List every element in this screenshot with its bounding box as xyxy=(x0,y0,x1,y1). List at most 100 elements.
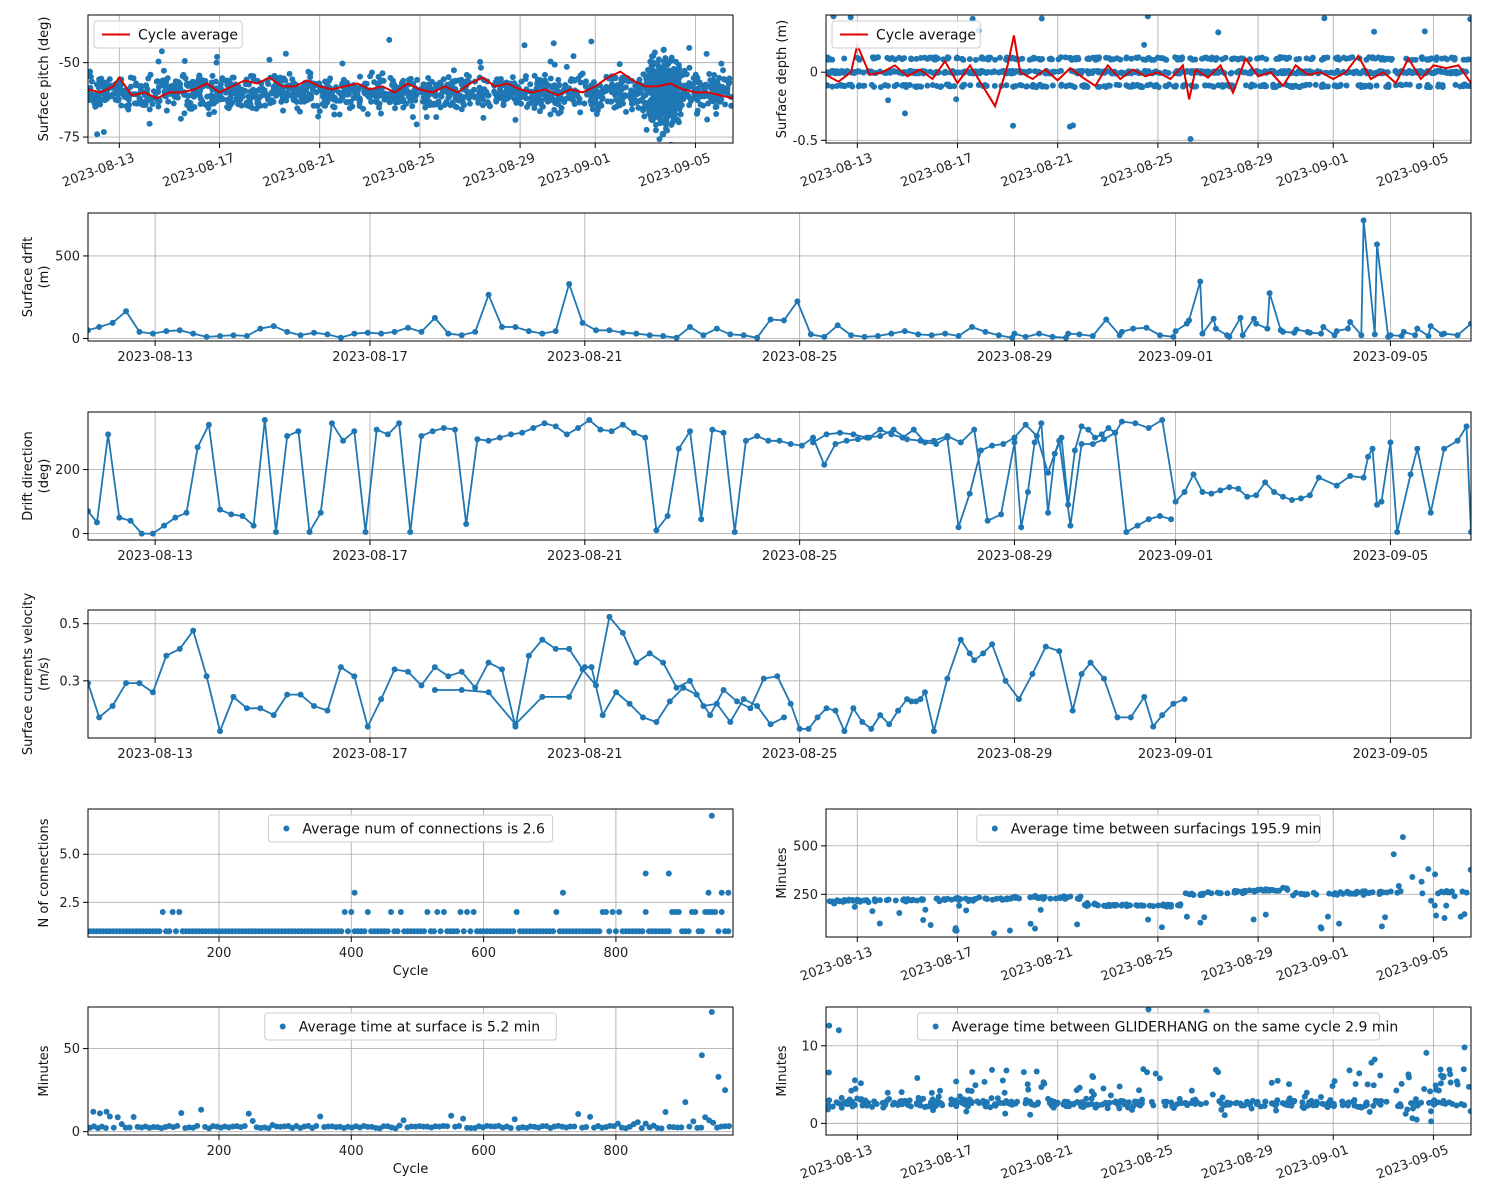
data-point xyxy=(1011,434,1018,441)
data-point xyxy=(635,104,642,111)
data-point xyxy=(1210,315,1217,322)
data-point xyxy=(1063,82,1070,89)
data-point xyxy=(1186,891,1193,898)
y-tick-label: 0.5 xyxy=(59,617,80,632)
data-point xyxy=(1448,54,1455,61)
data-point xyxy=(437,928,444,935)
x-tick-label: 2023-08-25 xyxy=(1099,151,1175,191)
data-point xyxy=(994,1095,1001,1102)
data-point xyxy=(149,100,156,107)
x-tick-label: 2023-08-29 xyxy=(977,549,1053,564)
data-point xyxy=(654,90,661,97)
data-point xyxy=(297,691,304,698)
data-point xyxy=(425,74,432,81)
data-point xyxy=(1373,82,1380,89)
data-point xyxy=(364,908,371,915)
data-point xyxy=(1451,70,1458,77)
data-point xyxy=(225,98,232,105)
data-point xyxy=(969,15,976,22)
data-point xyxy=(534,76,541,83)
data-point xyxy=(1062,895,1069,902)
data-point xyxy=(1176,1095,1183,1102)
data-point xyxy=(322,90,329,97)
data-point xyxy=(596,928,603,935)
data-point xyxy=(341,78,348,85)
data-point xyxy=(423,113,430,120)
data-point xyxy=(984,517,991,524)
data-point xyxy=(472,328,479,335)
data-point xyxy=(661,59,668,66)
data-point xyxy=(196,88,203,95)
data-point xyxy=(1181,696,1188,703)
data-point xyxy=(214,53,221,60)
data-point xyxy=(664,513,671,519)
data-point xyxy=(1244,493,1251,500)
data-point xyxy=(1280,884,1287,891)
data-point xyxy=(890,426,897,433)
data-point xyxy=(612,96,619,103)
data-point xyxy=(1253,492,1260,499)
grid-direction xyxy=(88,412,1471,540)
data-point xyxy=(720,67,727,74)
data-point xyxy=(1047,55,1054,62)
data-point xyxy=(675,116,682,123)
data-point xyxy=(1441,330,1448,337)
data-point xyxy=(1432,1082,1439,1089)
data-point xyxy=(776,437,783,444)
data-point xyxy=(170,100,177,107)
data-point xyxy=(943,69,950,76)
data-point xyxy=(715,1073,722,1080)
data-point xyxy=(1150,723,1157,730)
data-point xyxy=(660,46,667,53)
data-point xyxy=(1254,55,1261,62)
data-point xyxy=(991,82,998,89)
data-point xyxy=(718,60,725,67)
data-point xyxy=(261,417,268,423)
data-point xyxy=(623,108,630,115)
data-point xyxy=(968,323,975,330)
data-point xyxy=(987,1104,994,1111)
data-point xyxy=(963,907,970,914)
data-point xyxy=(1371,1056,1378,1063)
data-point xyxy=(626,700,633,707)
data-point xyxy=(1382,55,1389,62)
data-point xyxy=(1087,659,1094,666)
x-tick-label: 2023-09-05 xyxy=(1375,1143,1451,1183)
data-point xyxy=(892,897,899,904)
data-point xyxy=(1397,1101,1404,1108)
data-point xyxy=(740,332,747,339)
data-point xyxy=(1024,489,1031,495)
plot-area-direction xyxy=(88,417,1471,537)
data-point xyxy=(1433,56,1440,63)
data-point xyxy=(181,110,188,117)
chart-drift: 2023-08-13 2023-08-17 2023-08-21 2023-08-25… xyxy=(21,212,1472,365)
data-point xyxy=(547,75,554,82)
data-point xyxy=(996,1099,1003,1106)
data-point xyxy=(250,522,257,529)
data-point xyxy=(1409,1105,1416,1112)
data-point xyxy=(165,98,172,105)
data-point xyxy=(472,684,479,691)
data-point xyxy=(1384,83,1391,90)
data-point xyxy=(608,428,615,435)
data-point xyxy=(619,629,626,636)
data-point xyxy=(1435,890,1442,897)
data-point xyxy=(1118,418,1125,425)
data-point xyxy=(1016,895,1023,902)
x-tick-label: 800 xyxy=(603,1144,628,1159)
data-point xyxy=(868,725,875,732)
data-point xyxy=(954,55,961,62)
data-point xyxy=(271,72,278,79)
data-point xyxy=(1172,82,1179,89)
data-point xyxy=(262,102,269,109)
chart-between: 2023-08-13 2023-08-17 2023-08-21 2023-08-25… xyxy=(775,808,1472,985)
data-point xyxy=(409,103,416,110)
data-point xyxy=(653,527,660,534)
data-point xyxy=(690,81,697,88)
data-point xyxy=(445,330,452,337)
data-point xyxy=(1398,1080,1405,1087)
x-tick-label: 2023-08-29 xyxy=(1199,151,1275,191)
data-point xyxy=(1460,1066,1467,1073)
data-point xyxy=(433,101,440,108)
data-point xyxy=(883,1098,890,1105)
